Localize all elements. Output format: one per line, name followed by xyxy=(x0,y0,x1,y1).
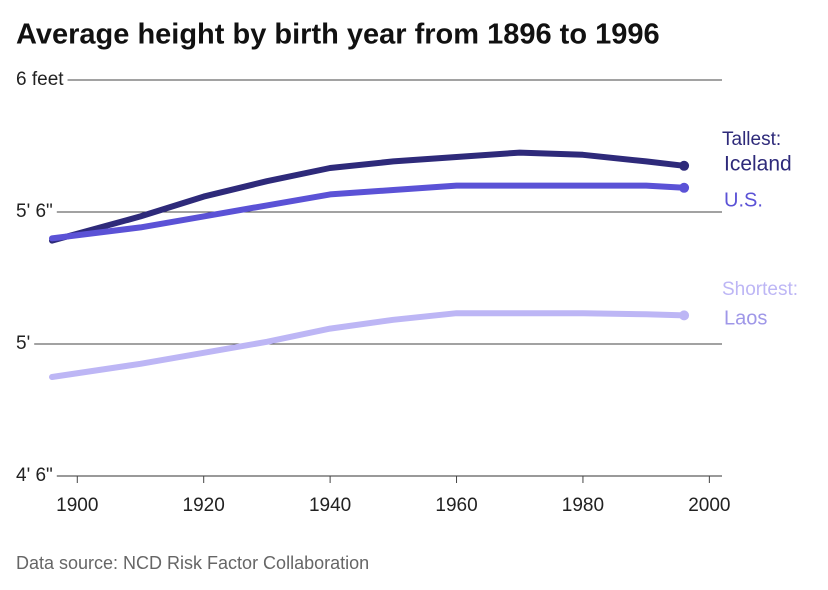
end-dot xyxy=(679,310,690,321)
legend-label: Laos xyxy=(724,307,767,329)
y-tick-label: 4' 6" xyxy=(16,465,53,486)
annotation: Shortest: xyxy=(722,279,798,300)
legend-label: U.S. xyxy=(724,189,763,211)
label-bg xyxy=(14,464,57,488)
legend-label: Iceland xyxy=(724,153,792,176)
end-dot xyxy=(679,160,690,171)
line xyxy=(49,310,688,380)
annotation: Tallest: xyxy=(722,129,781,150)
label-bg xyxy=(14,200,57,224)
x-tick-label: 2000 xyxy=(688,495,730,516)
chart-title: Average height by birth year from 1896 t… xyxy=(16,19,660,51)
x-tick-label: 1920 xyxy=(183,495,225,516)
y-tick-label: 5' 6" xyxy=(16,201,53,222)
x-tick-label: 1980 xyxy=(562,495,604,516)
line xyxy=(49,182,688,242)
x-tick-label: 1940 xyxy=(309,495,351,516)
end-dot xyxy=(679,182,690,193)
x-tick-label: 1900 xyxy=(56,495,98,516)
line xyxy=(49,149,688,244)
label-bg xyxy=(14,68,68,92)
x-tick-label: 1960 xyxy=(435,495,477,516)
source: Data source: NCD Risk Factor Collaborati… xyxy=(16,553,369,573)
label-bg xyxy=(14,332,35,356)
y-tick-label: 6 feet xyxy=(16,69,64,90)
y-tick-label: 5' xyxy=(16,333,30,354)
